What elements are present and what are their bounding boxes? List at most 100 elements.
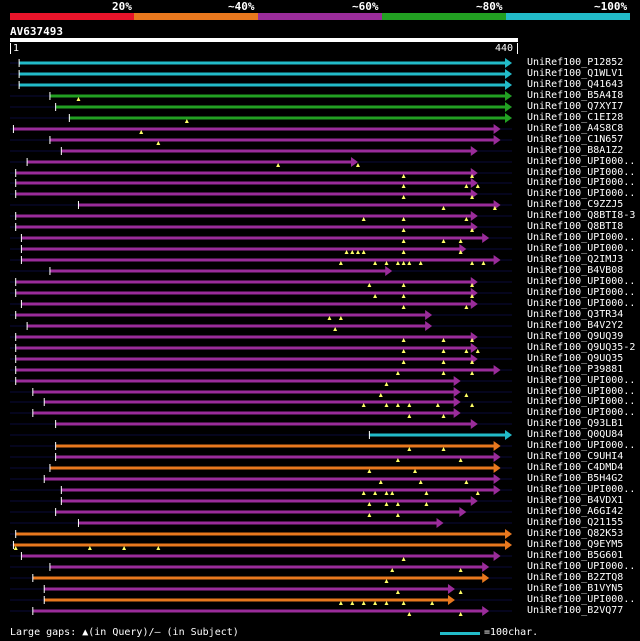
hit-name-link[interactable]: UniRef100_C9UHI4 xyxy=(527,451,624,462)
hit-row[interactable] xyxy=(10,485,512,495)
hit-name-link[interactable]: UniRef100_C1EI28 xyxy=(527,112,624,123)
hit-name-link[interactable]: UniRef100_UPI000.. xyxy=(527,188,636,199)
hit-name-link[interactable]: UniRef100_Q3TR34 xyxy=(527,309,624,320)
hit-row[interactable] xyxy=(10,376,512,386)
hit-name-link[interactable]: UniRef100_B5H4G2 xyxy=(527,473,624,484)
hit-row[interactable] xyxy=(10,343,512,353)
hit-row[interactable] xyxy=(10,102,512,112)
hit-name-link[interactable]: UniRef100_UPI000.. xyxy=(527,396,636,407)
hit-name-link[interactable]: UniRef100_UPI000.. xyxy=(527,594,636,605)
hit-row[interactable] xyxy=(10,606,512,616)
hit-name-link[interactable]: UniRef100_B2ZTQ8 xyxy=(527,572,624,583)
hit-row[interactable] xyxy=(10,277,512,287)
hit-name-link[interactable]: UniRef100_Q9EYM5 xyxy=(527,539,624,550)
hit-row[interactable] xyxy=(10,69,512,79)
hit-row[interactable] xyxy=(10,419,512,429)
hit-row[interactable] xyxy=(10,255,512,265)
hit-name-link[interactable]: UniRef100_C1N657 xyxy=(527,134,624,145)
hit-row[interactable] xyxy=(10,507,512,517)
hit-row[interactable] xyxy=(10,178,512,188)
hit-name-link[interactable]: UniRef100_Q7XYI7 xyxy=(527,101,624,112)
hit-name-link[interactable]: UniRef100_UPI000.. xyxy=(527,232,636,243)
hit-row[interactable] xyxy=(10,441,512,451)
hit-name-link[interactable]: UniRef100_UPI000.. xyxy=(527,287,636,298)
hit-row[interactable] xyxy=(10,135,512,145)
hit-row[interactable] xyxy=(10,551,512,561)
hit-name-link[interactable]: UniRef100_B4VDX1 xyxy=(527,495,624,506)
hit-row[interactable] xyxy=(10,310,512,320)
hit-row[interactable] xyxy=(10,332,512,342)
hit-row[interactable] xyxy=(10,408,512,418)
hit-name-link[interactable]: UniRef100_B5G601 xyxy=(527,550,624,561)
hit-name-link[interactable]: UniRef100_B4VB08 xyxy=(527,265,624,276)
hit-name-link[interactable]: UniRef100_C9ZZJ5 xyxy=(527,199,624,210)
hit-name-link[interactable]: UniRef100_UPI000.. xyxy=(527,243,636,254)
hit-row[interactable] xyxy=(10,222,512,232)
hit-row[interactable] xyxy=(10,299,512,309)
hit-name-link[interactable]: UniRef100_Q41643 xyxy=(527,79,624,90)
hit-name-link[interactable]: UniRef100_Q0QU84 xyxy=(527,429,624,440)
hit-name-link[interactable]: UniRef100_P12852 xyxy=(527,57,624,68)
hit-name-link[interactable]: UniRef100_UPI000.. xyxy=(527,440,636,451)
hit-name-link[interactable]: UniRef100_Q1WLV1 xyxy=(527,68,624,79)
hit-name-link[interactable]: UniRef100_UPI000.. xyxy=(527,276,636,287)
hit-row[interactable] xyxy=(10,211,512,221)
hit-row[interactable] xyxy=(10,595,512,605)
hit-name-link[interactable]: UniRef100_UPI000.. xyxy=(527,375,636,386)
hit-row[interactable] xyxy=(10,365,512,375)
hit-row[interactable] xyxy=(10,474,512,484)
hit-row[interactable] xyxy=(10,387,512,397)
hit-row[interactable] xyxy=(10,463,512,473)
hit-name-link[interactable]: UniRef100_UPI000.. xyxy=(527,156,636,167)
hit-row[interactable] xyxy=(10,157,512,167)
hit-name-link[interactable]: UniRef100_B1VYN5 xyxy=(527,583,624,594)
hit-name-link[interactable]: UniRef100_C4DMD4 xyxy=(527,462,624,473)
hit-row[interactable] xyxy=(10,573,512,583)
hit-name-link[interactable]: UniRef100_Q9UQ35 xyxy=(527,353,624,364)
hit-name-link[interactable]: UniRef100_Q21155 xyxy=(527,517,624,528)
hit-name-link[interactable]: UniRef100_A4S8C8 xyxy=(527,123,624,134)
hit-row[interactable] xyxy=(10,80,512,90)
hit-name-link[interactable]: UniRef100_Q8BTI8-3 xyxy=(527,210,636,221)
hit-row[interactable] xyxy=(10,562,512,572)
hit-row[interactable] xyxy=(10,529,512,539)
hit-row[interactable] xyxy=(10,168,512,178)
hit-row[interactable] xyxy=(10,233,512,243)
hit-name-link[interactable]: UniRef100_A6GI42 xyxy=(527,506,624,517)
hit-name-link[interactable]: UniRef100_Q93LB1 xyxy=(527,418,624,429)
hit-name-link[interactable]: UniRef100_Q9UQ35-2 xyxy=(527,342,636,353)
hit-name-link[interactable]: UniRef100_UPI000.. xyxy=(527,177,636,188)
hit-name-link[interactable]: UniRef100_UPI000.. xyxy=(527,484,636,495)
hit-row[interactable] xyxy=(10,430,512,440)
hit-row[interactable] xyxy=(10,397,512,407)
hit-row[interactable] xyxy=(10,146,512,156)
hit-name-link[interactable]: UniRef100_Q82K53 xyxy=(527,528,624,539)
hit-row[interactable] xyxy=(10,518,512,528)
hit-row[interactable] xyxy=(10,113,512,123)
hit-name-link[interactable]: UniRef100_UPI000.. xyxy=(527,386,636,397)
hit-name-link[interactable]: UniRef100_P39881 xyxy=(527,364,624,375)
hit-name-link[interactable]: UniRef100_B5A4I8 xyxy=(527,90,624,101)
hit-row[interactable] xyxy=(10,452,512,462)
hit-name-link[interactable]: UniRef100_UPI000.. xyxy=(527,298,636,309)
hit-name-link[interactable]: UniRef100_UPI000.. xyxy=(527,407,636,418)
hit-row[interactable] xyxy=(10,584,512,594)
hit-name-link[interactable]: UniRef100_B2VQ77 xyxy=(527,605,624,616)
hit-row[interactable] xyxy=(10,58,512,68)
hit-name-link[interactable]: UniRef100_UPI000.. xyxy=(527,167,636,178)
hit-name-link[interactable]: UniRef100_UPI000.. xyxy=(527,561,636,572)
hit-row[interactable] xyxy=(10,189,512,199)
hit-name-link[interactable]: UniRef100_B8A1Z2 xyxy=(527,145,624,156)
hit-row[interactable] xyxy=(10,266,512,276)
hit-name-link[interactable]: UniRef100_B4V2Y2 xyxy=(527,320,624,331)
hit-row[interactable] xyxy=(10,91,512,101)
hit-row[interactable] xyxy=(10,244,512,254)
hit-row[interactable] xyxy=(10,540,512,550)
hit-name-link[interactable]: UniRef100_Q9UQ39 xyxy=(527,331,624,342)
hit-row[interactable] xyxy=(10,354,512,364)
hit-row[interactable] xyxy=(10,496,512,506)
hit-row[interactable] xyxy=(10,288,512,298)
hit-row[interactable] xyxy=(10,200,512,210)
hit-name-link[interactable]: UniRef100_Q2IMJ3 xyxy=(527,254,624,265)
hit-row[interactable] xyxy=(10,321,512,331)
